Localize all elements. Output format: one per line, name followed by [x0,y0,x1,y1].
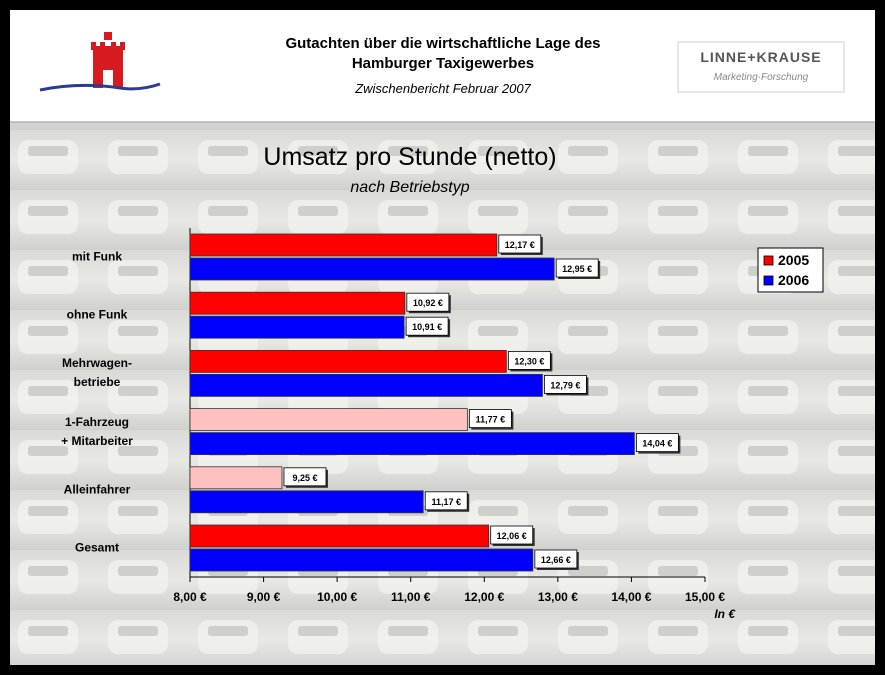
bar [190,409,467,431]
bar [190,467,282,489]
y-tick-label: mit Funk [12,248,182,267]
value-label: 12,95 € [562,264,592,274]
header-title: Hamburger Taxigewerbes [352,55,534,72]
lk-logo-tagline: Marketing·Forschung [714,72,809,83]
value-label: 12,66 € [541,555,571,565]
value-label: 9,25 € [292,473,317,483]
chart: Gutachten über die wirtschaftliche Lage … [10,10,875,665]
x-tick-label: 8,00 € [173,590,207,604]
value-label: 10,91 € [412,322,442,332]
x-tick-label: 12,00 € [464,590,504,604]
bar [190,433,634,455]
legend-label: 2006 [778,272,809,288]
header-title: Gutachten über die wirtschaftliche Lage … [285,35,600,52]
header-subtitle: Zwischenbericht Februar 2007 [354,81,531,96]
value-label: 12,06 € [497,531,527,541]
x-tick-label: 9,00 € [247,590,281,604]
x-tick-label: 14,00 € [611,590,651,604]
bar [190,374,542,396]
x-axis-label: In € [714,607,736,621]
bar [190,525,489,547]
legend-label: 2005 [778,252,809,268]
page: Gutachten über die wirtschaftliche Lage … [0,0,885,675]
chart-title: Umsatz pro Stunde (netto) [263,143,556,171]
value-label: 10,92 € [413,298,443,308]
bar [190,491,423,513]
x-tick-label: 15,00 € [685,590,725,604]
bar [190,316,404,338]
value-label: 11,77 € [476,415,506,425]
bar [190,292,405,314]
y-tick-label: Gesamt [12,539,182,558]
x-tick-label: 11,00 € [391,590,431,604]
value-label: 12,30 € [514,356,544,366]
bar [190,350,506,372]
value-label: 12,79 € [550,380,580,390]
bar [190,549,533,571]
y-tick-label: ohne Funk [12,306,182,325]
legend-swatch [764,276,773,285]
bar [190,258,554,280]
legend-swatch [764,256,773,265]
chart-subtitle: nach Betriebstyp [350,179,469,196]
x-tick-label: 13,00 € [538,590,578,604]
y-tick-label: Alleinfahrer [12,480,182,499]
slide: Gutachten über die wirtschaftliche Lage … [10,10,875,665]
x-tick-label: 10,00 € [317,590,357,604]
y-tick-label: 1-Fahrzeug + Mitarbeiter [12,413,182,451]
y-tick-label: Mehrwagen- betriebe [12,354,182,392]
lk-logo-name: LINNE+KRAUSE [700,49,821,65]
value-label: 14,04 € [642,439,672,449]
bar [190,234,497,256]
value-label: 12,17 € [505,240,535,250]
value-label: 11,17 € [431,497,461,507]
